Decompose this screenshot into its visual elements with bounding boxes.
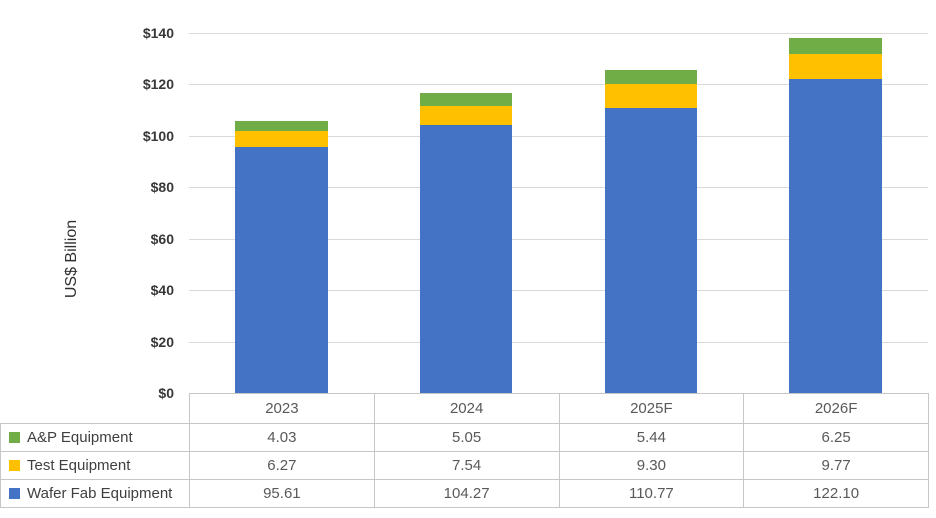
- table-header-cell: 2025F: [558, 393, 745, 424]
- table-value-cell: 9.77: [743, 451, 929, 480]
- legend-square-icon: [9, 432, 20, 443]
- bar-column-2024: [374, 33, 559, 393]
- bar-segment-test-equipment: [235, 131, 328, 148]
- stacked-bar-2023: [235, 120, 328, 393]
- stacked-bar-2026F: [789, 37, 882, 393]
- gridline: [189, 187, 928, 189]
- table-header-cell: 2023: [189, 393, 375, 424]
- data-table-body: A&P Equipment 4.03 5.05 5.44 6.25 Test Equipm…: [0, 423, 929, 508]
- gridline: [189, 135, 928, 137]
- table-value-cell: 6.27: [189, 451, 375, 480]
- table-value-cell: 9.30: [558, 451, 745, 480]
- y-tick-label: $140: [142, 25, 174, 41]
- legend-square-icon: [9, 488, 20, 499]
- bar-segment-wafer-fab-equipment: [604, 108, 698, 393]
- y-axis-title: US$ Billion: [63, 219, 80, 299]
- stacked-bar-2025F: [604, 70, 698, 393]
- table-value-cell: 7.54: [373, 451, 560, 480]
- table-value-cell: 5.44: [558, 423, 745, 452]
- table-header-cell: 2024: [373, 393, 560, 424]
- legend-label: Test Equipment: [27, 457, 131, 474]
- bar-segment-a-p-equipment: [604, 70, 698, 85]
- gridline: [189, 290, 928, 292]
- bar-segment-wafer-fab-equipment: [419, 124, 513, 393]
- table-value-cell: 6.25: [743, 423, 929, 452]
- bar-segment-a-p-equipment: [419, 92, 513, 106]
- table-row: Wafer Fab Equipment 95.61 104.27 110.77 122.…: [0, 479, 929, 508]
- data-table-header: 2023 2024 2025F 2026F: [1, 393, 929, 424]
- gridline: [189, 84, 928, 86]
- table-value-cell: 110.77: [558, 479, 745, 508]
- bar-column-2026F: [743, 33, 928, 393]
- table-value-cell: 5.05: [373, 423, 560, 452]
- bar-segment-a-p-equipment: [235, 120, 328, 132]
- bar-segment-test-equipment: [604, 84, 698, 109]
- y-tick-label: $40: [150, 282, 174, 299]
- y-tick-label: $100: [142, 127, 174, 144]
- bars: [189, 33, 928, 393]
- table-value-cell: 95.61: [189, 479, 375, 508]
- gridline: [189, 33, 928, 34]
- table-value-cell: 4.03: [189, 423, 375, 452]
- table-value-cell: 104.27: [373, 479, 560, 508]
- y-tick-label: $0: [158, 385, 174, 401]
- table-corner-cell: [1, 394, 190, 424]
- y-tick-label: $20: [150, 333, 174, 350]
- table-row: Test Equipment 6.27 7.54 9.30 9.77: [0, 451, 929, 480]
- plot-area: [189, 33, 928, 393]
- bar-segment-wafer-fab-equipment: [789, 79, 882, 393]
- legend-label: A&P Equipment: [27, 429, 133, 446]
- legend-label: Wafer Fab Equipment: [27, 485, 173, 502]
- data-table: 2023 2024 2025F 2026F A&P Equipment 4.03 5.05…: [0, 393, 929, 508]
- y-tick-label: $80: [150, 179, 174, 196]
- bar-column-2023: [189, 33, 374, 393]
- bar-column-2025F: [559, 33, 744, 393]
- bar-segment-test-equipment: [419, 105, 513, 125]
- legend-cell: A&P Equipment: [0, 423, 190, 452]
- gridline: [189, 238, 928, 240]
- stacked-bar-2024: [419, 92, 513, 393]
- table-value-cell: 122.10: [743, 479, 929, 508]
- y-tick-label: $60: [150, 230, 174, 247]
- table-header-cell: 2026F: [743, 393, 929, 424]
- legend-cell: Wafer Fab Equipment: [0, 479, 190, 508]
- legend-cell: Test Equipment: [0, 451, 190, 480]
- y-tick-label: $120: [142, 76, 174, 93]
- gridline: [189, 341, 928, 343]
- legend-square-icon: [9, 460, 20, 471]
- bar-segment-a-p-equipment: [789, 37, 882, 54]
- bar-segment-test-equipment: [789, 53, 882, 79]
- table-row: A&P Equipment 4.03 5.05 5.44 6.25: [0, 423, 929, 452]
- bar-segment-wafer-fab-equipment: [235, 147, 328, 393]
